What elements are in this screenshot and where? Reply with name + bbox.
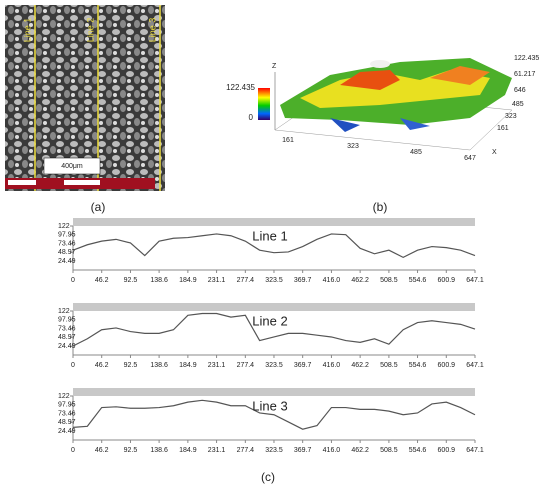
y-tick-label: 73.46 — [58, 410, 76, 417]
title-bar — [73, 218, 475, 226]
x-tick-label: 369.7 — [294, 277, 312, 284]
y-tick-label: 122 — [58, 223, 70, 230]
z-tick: 122.435 — [514, 55, 539, 62]
x-tick-label: 277.4 — [237, 447, 255, 454]
x-tick-label: 600.9 — [438, 447, 456, 454]
y-tick: 161 — [497, 125, 509, 132]
x-tick-label: 138.6 — [150, 277, 168, 284]
x-tick: 647 — [464, 155, 476, 162]
x-tick: 323 — [347, 143, 359, 150]
x-tick-label: 0 — [71, 362, 75, 369]
profile-line — [72, 233, 476, 259]
panel-label: (a) — [91, 200, 106, 214]
x-tick-label: 0 — [71, 277, 75, 284]
y-tick: 485 — [512, 101, 524, 108]
x-tick-label: 231.1 — [208, 447, 226, 454]
x-tick-label: 138.6 — [150, 447, 168, 454]
x-tick-label: 416.0 — [323, 277, 341, 284]
chart-title: Line 2 — [252, 313, 287, 328]
y-tick-label: 73.46 — [58, 325, 76, 332]
z-tick: 61.217 — [514, 71, 536, 78]
x-tick-label: 277.4 — [237, 277, 255, 284]
panel-label: (b) — [373, 200, 388, 214]
y-tick-label: 97.95 — [58, 232, 76, 239]
scale-bar-label: 400μm — [61, 163, 83, 170]
x-tick-label: 92.5 — [124, 277, 138, 284]
x-tick-label: 46.2 — [95, 277, 109, 284]
title-bar — [73, 303, 475, 311]
x-tick-label: 0 — [71, 447, 75, 454]
chart-title: Line 1 — [252, 228, 287, 243]
x-tick-label: 184.9 — [179, 277, 197, 284]
x-tick-label: 231.1 — [208, 362, 226, 369]
y-tick-label: 24.49 — [58, 428, 76, 435]
x-tick-label: 184.9 — [179, 362, 197, 369]
x-tick-label: 508.5 — [380, 362, 398, 369]
x-tick-label: 647.1 — [466, 362, 484, 369]
x-tick-label: 277.4 — [237, 362, 255, 369]
y-tick-label: 97.95 — [58, 317, 76, 324]
x-tick-label: 462.2 — [351, 447, 369, 454]
x-tick-label: 323.5 — [265, 362, 283, 369]
line-label: Line 2 — [85, 18, 95, 43]
line-label: Line 1 — [22, 18, 32, 43]
x-tick-label: 508.5 — [380, 277, 398, 284]
x-tick-label: 184.9 — [179, 447, 197, 454]
x-tick-label: 138.6 — [150, 362, 168, 369]
x-tick-label: 647.1 — [466, 277, 484, 284]
line-label: Line 3 — [147, 18, 157, 43]
x-tick-label: 600.9 — [438, 362, 456, 369]
title-bar — [73, 388, 475, 396]
y-tick: 323 — [505, 113, 517, 120]
x-tick-label: 323.5 — [265, 447, 283, 454]
y-tick: 646 — [514, 87, 526, 94]
y-tick-label: 24.49 — [58, 258, 76, 265]
y-tick-label: 48.97 — [58, 249, 76, 256]
x-tick-label: 369.7 — [294, 447, 312, 454]
y-tick-label: 73.46 — [58, 240, 76, 247]
x-tick-label: 46.2 — [95, 362, 109, 369]
x-tick: 485 — [410, 149, 422, 156]
y-tick-label: 122 — [58, 393, 70, 400]
micrograph: Line 1 Line 2 Line 3 400μm — [5, 5, 165, 191]
x-tick-label: 323.5 — [265, 277, 283, 284]
x-tick-label: 92.5 — [124, 362, 138, 369]
x-tick-label: 600.9 — [438, 277, 456, 284]
x-tick-label: 416.0 — [323, 447, 341, 454]
profile-line — [72, 312, 476, 347]
y-tick-label: 97.95 — [58, 402, 76, 409]
y-tick-label: 48.97 — [58, 419, 76, 426]
profile-line — [72, 399, 476, 430]
x-tick-label: 554.6 — [409, 447, 427, 454]
x-tick-label: 231.1 — [208, 277, 226, 284]
chart-title: Line 3 — [252, 398, 287, 413]
x-tick-label: 554.6 — [409, 362, 427, 369]
x-tick-label: 554.6 — [409, 277, 427, 284]
y-tick-label: 122 — [58, 308, 70, 315]
x-tick-label: 46.2 — [95, 447, 109, 454]
x-tick-label: 369.7 — [294, 362, 312, 369]
x-tick-label: 416.0 — [323, 362, 341, 369]
colorbar-max: 122.435 — [226, 83, 255, 92]
y-tick-label: 48.97 — [58, 334, 76, 341]
x-tick: 161 — [282, 137, 294, 144]
x-tick-label: 462.2 — [351, 362, 369, 369]
surface-plot: 122.435 0 Z 161 323 485 647 X 122.435 61… — [226, 55, 539, 162]
z-axis-label: Z — [272, 63, 277, 70]
x-tick-label: 508.5 — [380, 447, 398, 454]
panel-label: (c) — [261, 470, 275, 484]
x-tick-label: 462.2 — [351, 277, 369, 284]
colorbar-min: 0 — [249, 113, 254, 122]
x-tick-label: 92.5 — [124, 447, 138, 454]
y-tick-label: 24.49 — [58, 343, 76, 350]
x-axis-label: X — [492, 149, 497, 156]
x-tick-label: 647.1 — [466, 447, 484, 454]
